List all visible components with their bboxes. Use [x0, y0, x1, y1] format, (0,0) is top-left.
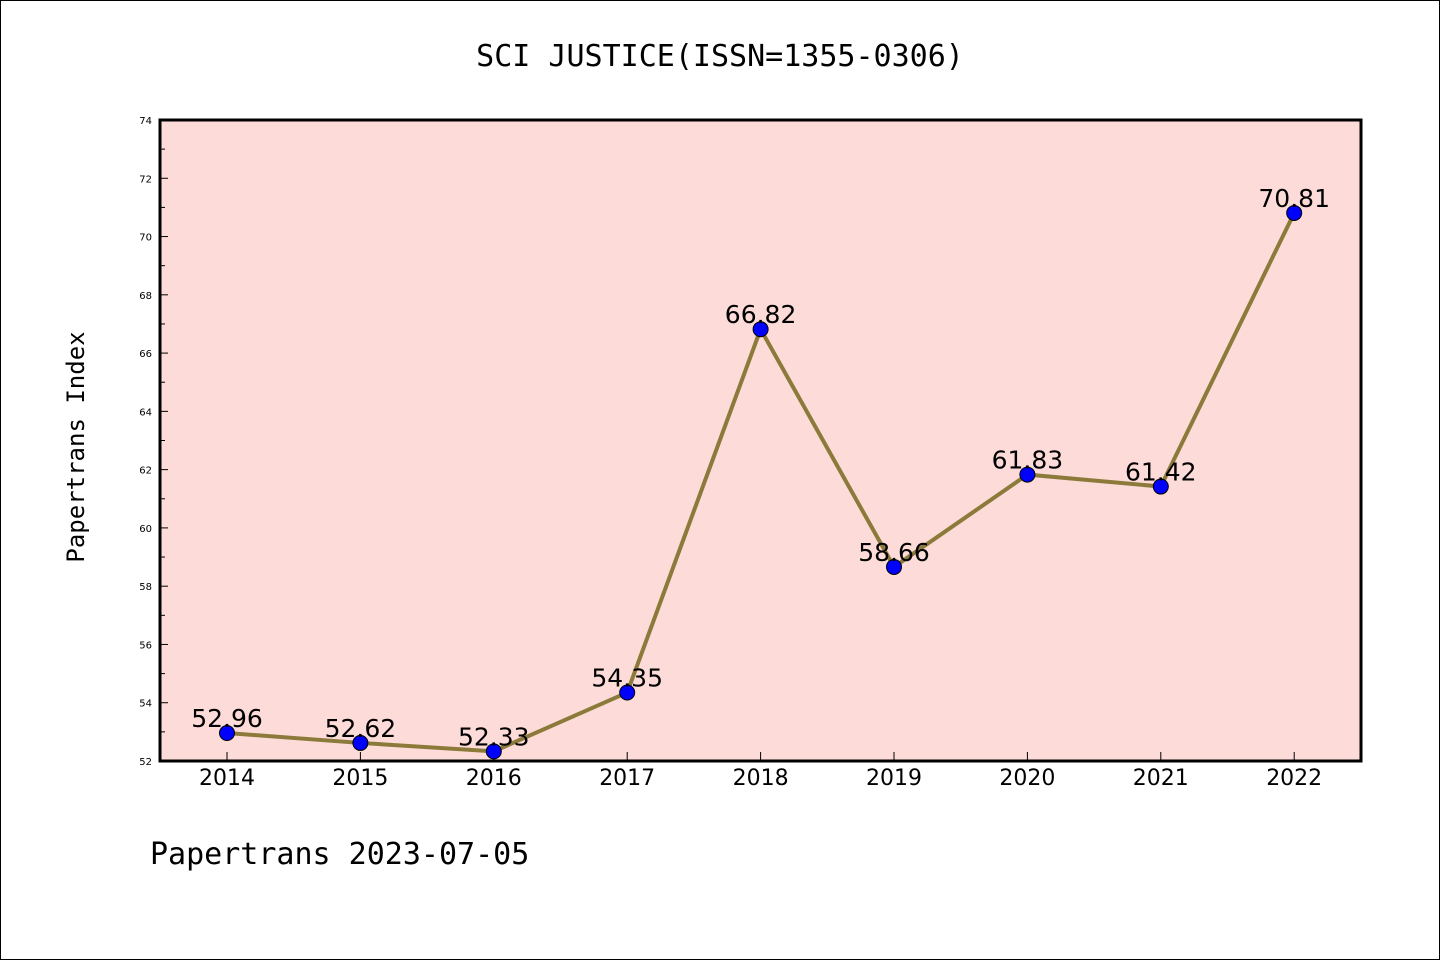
- plot-area: [160, 120, 1361, 761]
- y-tick-label: 68: [139, 291, 152, 302]
- y-tick-label: 64: [139, 407, 152, 418]
- data-label: 54.35: [591, 664, 663, 693]
- y-tick-label: 58: [139, 582, 152, 593]
- y-tick-label: 70: [139, 233, 152, 244]
- data-point: [1286, 204, 1303, 221]
- x-tick-label: 2017: [599, 766, 655, 791]
- series-line: [219, 204, 1303, 760]
- data-label: 61.83: [992, 446, 1064, 475]
- data-point: [219, 725, 235, 742]
- x-tick-label: 2014: [199, 766, 255, 791]
- plot-border: [158, 118, 1363, 763]
- data-label: 52.62: [325, 714, 397, 743]
- x-tick-label: 2021: [1133, 766, 1189, 791]
- y-tick-label: 60: [139, 524, 152, 535]
- y-tick-label: 52: [139, 757, 152, 768]
- data-point: [886, 558, 902, 575]
- data-label: 52.96: [191, 704, 263, 733]
- data-point: [752, 321, 769, 338]
- data-point: [1152, 478, 1169, 495]
- x-axis: 2014 2015 2016 2017 2018 2019 2020 2021 2022: [199, 752, 1322, 791]
- data-labels: 52.96 52.62 52.33 54.35 66.82 58.66 61.83 61.42…: [191, 184, 1330, 751]
- chart-title: SCI JUSTICE(ISSN=1355-0306): [476, 39, 964, 74]
- data-point: [485, 743, 502, 760]
- x-tick-label: 2019: [866, 766, 922, 791]
- data-label: 70.81: [1258, 184, 1330, 213]
- y-tick-label: 72: [139, 174, 152, 185]
- y-tick-label: 66: [139, 349, 152, 360]
- footer-text: Papertrans 2023-07-05: [150, 837, 529, 872]
- data-label: 61.42: [1125, 458, 1197, 487]
- data-label: 66.82: [725, 300, 797, 329]
- x-tick-label: 2020: [999, 766, 1055, 791]
- data-point: [619, 684, 636, 701]
- x-tick-label: 2022: [1266, 766, 1322, 791]
- x-tick-label: 2016: [466, 766, 522, 791]
- y-tick-label: 54: [139, 699, 152, 710]
- y-axis-label: Papertrans Index: [62, 331, 90, 562]
- y-tick-label: 56: [139, 640, 152, 651]
- y-axis: 52 54 56 58 60 62 64 66 68 70 72 74: [139, 116, 168, 768]
- y-tick-label: 74: [139, 116, 152, 127]
- y-tick-label: 62: [139, 466, 152, 477]
- data-label: 58.66: [858, 538, 930, 567]
- x-tick-label: 2018: [733, 766, 789, 791]
- data-point: [1019, 466, 1036, 483]
- data-label: 52.33: [458, 722, 530, 751]
- x-tick-label: 2015: [332, 766, 388, 791]
- data-point: [352, 734, 369, 751]
